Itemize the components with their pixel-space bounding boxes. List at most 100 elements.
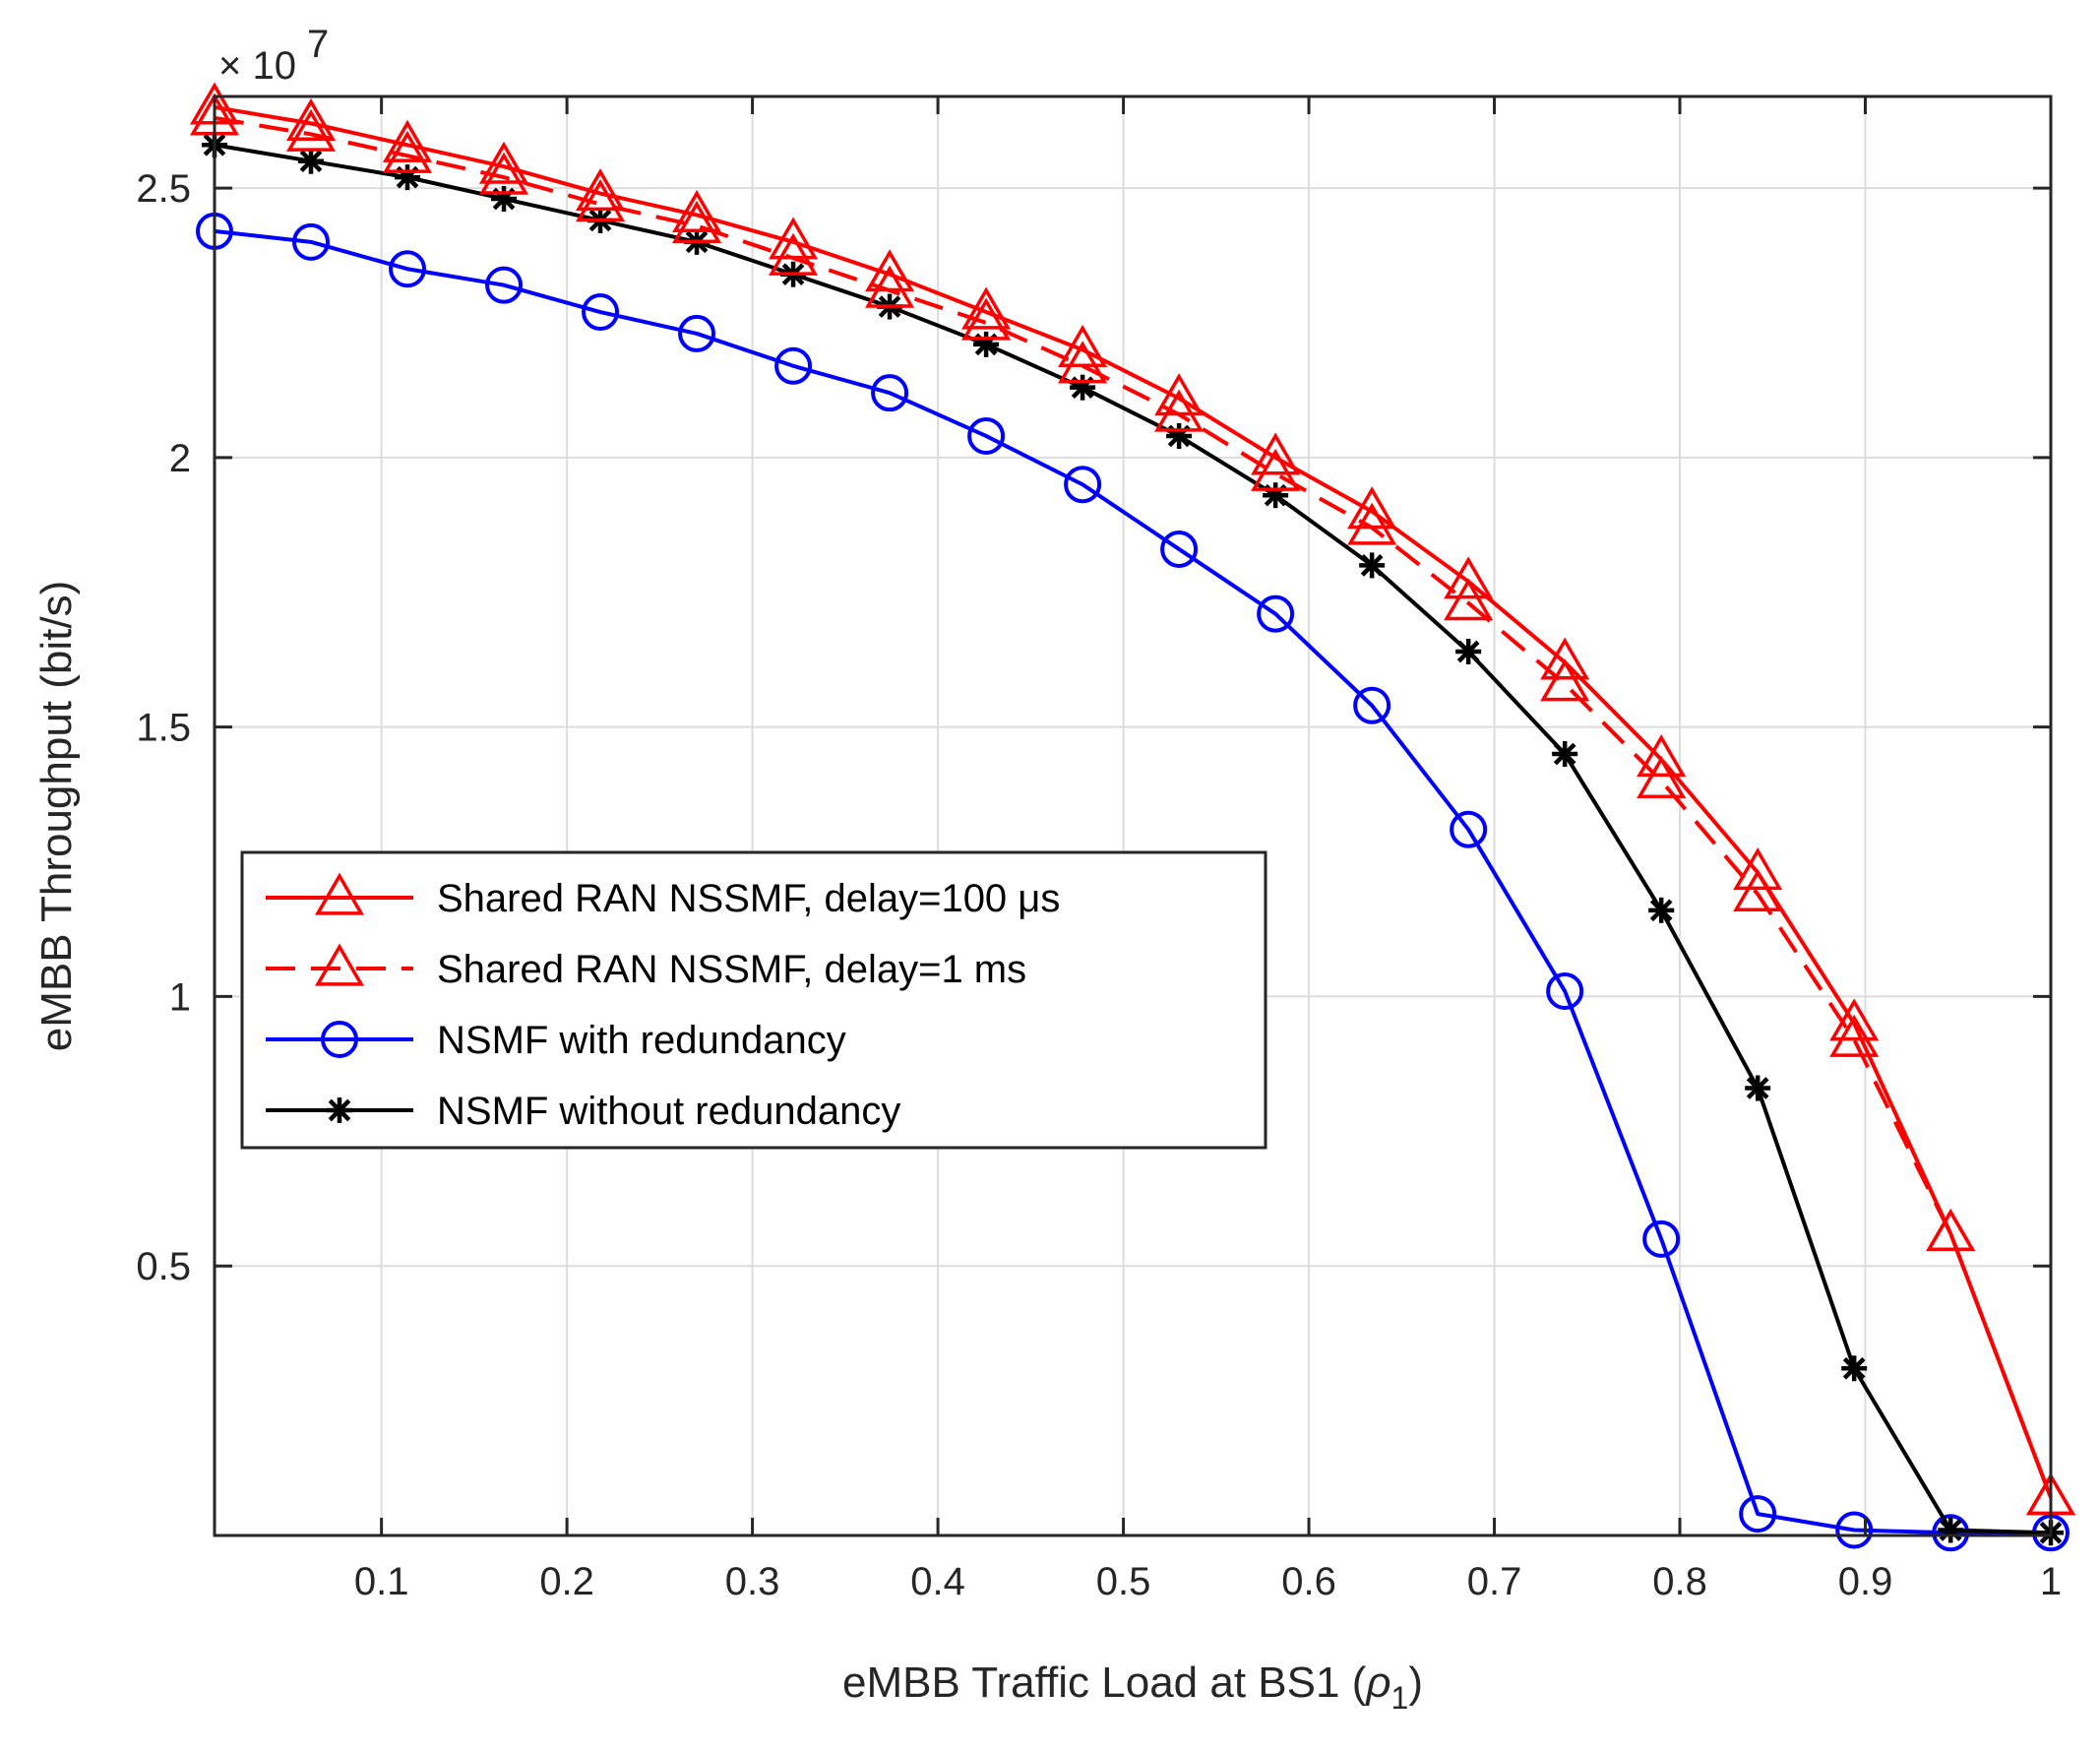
- legend-label: Shared RAN NSSMF, delay=100 μs: [437, 877, 1060, 920]
- triangle-marker: [1926, 1208, 1976, 1251]
- x-axis-label-text: eMBB Traffic Load at BS1 (: [842, 1658, 1367, 1707]
- y-tick-label: 0.5: [136, 1245, 191, 1288]
- x-axis-label-symbol: ρ: [1364, 1658, 1390, 1707]
- y-tick-label: 1.5: [136, 707, 191, 750]
- triangle-marker: [961, 297, 1012, 341]
- triangle-marker: [1637, 734, 1687, 778]
- x-tick-label: 0.2: [539, 1560, 594, 1603]
- circle-marker: [1064, 466, 1102, 504]
- x-axis-label-subscript: 1: [1391, 1680, 1409, 1716]
- x-tick-label: 0.4: [910, 1560, 965, 1603]
- circle-marker: [582, 293, 620, 332]
- star-marker: [298, 148, 325, 174]
- x-tick-label: 0.8: [1652, 1560, 1707, 1603]
- triangle-marker: [769, 232, 819, 276]
- axis-ticks: [215, 96, 2053, 1535]
- triangle-marker: [1058, 341, 1108, 384]
- star-marker: [1841, 1355, 1868, 1382]
- triangle-marker: [865, 249, 915, 292]
- triangle-marker: [314, 943, 365, 986]
- y-exponent: × 10 7: [218, 23, 329, 88]
- star-marker: [1455, 638, 1482, 664]
- x-axis-label: eMBB Traffic Load at BS1 (ρ1): [842, 1658, 1423, 1716]
- triangle-marker: [1444, 578, 1494, 621]
- legend-box: [240, 850, 1267, 1150]
- series-0: [189, 82, 2076, 1516]
- plot-frame: [213, 94, 2053, 1537]
- legend-label: Shared RAN NSSMF, delay=1 ms: [437, 948, 1026, 991]
- circle-marker: [678, 314, 716, 352]
- x-tick-label: 0.5: [1096, 1560, 1151, 1603]
- triangle-marker: [672, 189, 722, 233]
- triangle-marker: [285, 97, 337, 141]
- circle-marker: [1642, 1220, 1681, 1258]
- series-line: [214, 143, 2052, 1535]
- legend-item: Shared RAN NSSMF, delay=100 μs: [266, 872, 1060, 920]
- circle-marker: [321, 1021, 358, 1058]
- star-marker: [491, 186, 518, 213]
- triangle-marker: [1733, 847, 1783, 891]
- x-tick-label: 0.6: [1281, 1560, 1336, 1603]
- triangle-marker: [1347, 502, 1397, 545]
- x-tick-label: 0.9: [1838, 1560, 1893, 1603]
- triangle-marker: [314, 872, 365, 915]
- x-tick-label: 1: [2040, 1560, 2062, 1603]
- triangle-marker: [865, 265, 915, 308]
- y-tick-label: 2.5: [136, 167, 191, 211]
- triangle-marker: [382, 119, 433, 162]
- y-tick-label: 2: [169, 437, 191, 480]
- circle-marker: [1160, 530, 1199, 568]
- triangle-marker: [1251, 448, 1301, 491]
- y-axis-label: eMBB Throughput (bit/s): [32, 581, 81, 1052]
- triangle-marker: [961, 286, 1012, 330]
- circle-marker: [774, 346, 813, 385]
- axis-tick-labels: 0.1 0.2 0.3 0.4 0.5 0.6 0.7 0.8 0.9 1 0.5 1 1.5 2 2.5: [136, 167, 2062, 1603]
- star-marker: [1166, 422, 1193, 449]
- legend: Shared RAN NSSMF, delay=100 μs Shared RAN…: [240, 850, 1267, 1150]
- circle-marker: [967, 416, 1006, 455]
- star-marker: [1938, 1517, 1964, 1543]
- triangle-marker: [1154, 373, 1204, 416]
- legend-label: NSMF without redundancy: [437, 1090, 900, 1133]
- star-marker: [1263, 482, 1289, 509]
- x-axis-label-close: ): [1408, 1658, 1423, 1707]
- x-tick-label: 0.3: [725, 1560, 780, 1603]
- star-marker: [1359, 552, 1386, 579]
- star-marker: [1648, 897, 1675, 923]
- series-2: [196, 212, 2069, 1552]
- circle-marker: [389, 250, 427, 288]
- star-marker: [973, 331, 1000, 357]
- star-marker: [1070, 374, 1096, 401]
- triangle-marker: [382, 130, 433, 173]
- triangle-marker: [1444, 556, 1494, 599]
- y-exponent-base: × 10: [218, 44, 296, 88]
- star-marker: [395, 164, 421, 191]
- star-marker: [1745, 1075, 1771, 1101]
- star-marker: [1552, 741, 1578, 768]
- legend-item: NSMF without redundancy: [266, 1090, 900, 1133]
- circle-marker: [1835, 1511, 1874, 1549]
- legend-label: NSMF with redundancy: [437, 1019, 846, 1062]
- triangle-marker: [1251, 432, 1301, 475]
- triangle-marker: [285, 108, 337, 152]
- plot-background: [215, 96, 2051, 1535]
- legend-item: Shared RAN NSSMF, delay=1 ms: [266, 943, 1026, 991]
- triangle-marker: [672, 200, 722, 244]
- circle-marker: [871, 374, 909, 412]
- circle-marker: [1932, 1514, 1970, 1552]
- triangle-marker: [576, 168, 626, 212]
- circle-marker: [1739, 1495, 1777, 1533]
- triangle-marker: [1829, 1014, 1880, 1057]
- circle-marker: [1546, 971, 1584, 1010]
- triangle-marker: [1829, 998, 1880, 1041]
- circle-marker: [485, 266, 524, 304]
- triangle-marker: [1058, 324, 1108, 367]
- star-marker: [327, 1097, 352, 1123]
- x-tick-label: 0.7: [1467, 1560, 1522, 1603]
- circle-marker: [1353, 686, 1391, 724]
- triangle-marker: [1540, 637, 1590, 680]
- x-tick-label: 0.1: [354, 1560, 409, 1603]
- triangle-marker: [769, 217, 819, 260]
- circle-marker: [1450, 810, 1488, 848]
